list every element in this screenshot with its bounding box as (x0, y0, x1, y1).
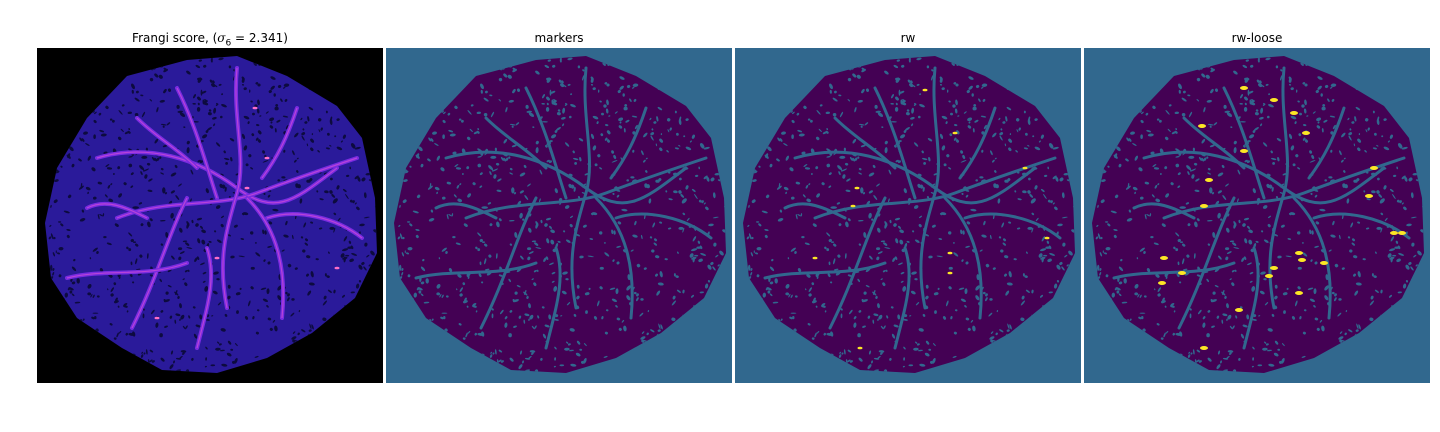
highlight-spot (947, 271, 953, 275)
tissue-region (743, 56, 1075, 373)
highlight-spot (1022, 166, 1028, 170)
vessel-path (1182, 116, 1246, 170)
highlight-spot (154, 316, 160, 320)
vessel-ridge (131, 197, 188, 329)
vessel-ridge (116, 157, 358, 219)
tissue-region (394, 56, 726, 373)
highlight-spot (1240, 149, 1248, 153)
highlight-spot (952, 131, 958, 135)
highlight-spot (1240, 86, 1248, 90)
highlight-spot (922, 88, 928, 92)
vessel-path (783, 202, 847, 220)
vessel-path (544, 246, 562, 350)
vessel-path (524, 86, 568, 200)
vessel-path (464, 156, 708, 220)
vessel-ridge (176, 87, 218, 199)
vessel-path (484, 116, 548, 170)
vessel-path (414, 261, 538, 280)
highlight-spot (1178, 271, 1186, 275)
rw-loose-panel-title: rw-loose (1231, 31, 1283, 45)
highlight-spot (1398, 231, 1406, 235)
vessel-ridge (266, 213, 363, 239)
vessel-path (833, 116, 897, 170)
vessel-path (958, 106, 997, 180)
rw-loose-svg (1084, 48, 1430, 383)
frangi-score-svg (37, 48, 383, 383)
highlight-spot (1290, 111, 1298, 115)
markers-panel-title: markers (534, 31, 584, 45)
vessel-path (609, 106, 648, 180)
vessel-path (828, 196, 887, 330)
frangi-score-image (37, 48, 383, 383)
vessel-path (570, 66, 592, 310)
vessel-path (1112, 261, 1236, 280)
markers-svg (386, 48, 732, 383)
vessel-ridge (261, 107, 298, 179)
highlight-spot (1200, 204, 1208, 208)
tissue-texture (45, 56, 377, 373)
vessel-ridge (86, 203, 148, 219)
highlight-spot (1295, 251, 1303, 255)
markers-image (386, 48, 732, 383)
highlight-spot (1365, 194, 1373, 198)
highlight-spot (850, 204, 856, 208)
vessel-path (893, 246, 911, 350)
vessel-path (943, 196, 983, 320)
vessel-path (479, 196, 538, 330)
vessel-ridge (66, 262, 188, 279)
highlight-spot (214, 256, 220, 260)
highlight-spot (1302, 131, 1310, 135)
highlight-spot (854, 186, 860, 190)
vessel-path (434, 202, 498, 220)
highlight-spot (264, 156, 270, 160)
vessel-path (1292, 196, 1332, 320)
vessel-path (763, 261, 887, 280)
vessel-path (1132, 202, 1196, 220)
vessel-path (919, 66, 941, 310)
highlight-spot (334, 266, 340, 270)
rw-loose-image (1084, 48, 1430, 383)
highlight-spot (1298, 258, 1306, 262)
highlight-spot (1200, 346, 1208, 350)
highlight-spot (1320, 261, 1328, 265)
highlight-spot (1370, 166, 1378, 170)
vessel-path (614, 212, 713, 240)
vessel-path (873, 86, 917, 200)
tissue-region (45, 56, 377, 373)
highlight-spot (1205, 178, 1213, 182)
vessel-path (594, 196, 634, 320)
highlight-spot (1158, 281, 1166, 285)
vessel-ridge (246, 197, 284, 319)
vessel-path (1268, 66, 1290, 310)
vessel-path (1307, 106, 1346, 180)
highlight-spot (1295, 291, 1303, 295)
vessel-path (1177, 196, 1236, 330)
vessel-path (963, 212, 1062, 240)
vessel-ridge (196, 247, 212, 349)
highlight-spot (252, 106, 258, 110)
highlight-spot (857, 346, 863, 350)
vessel-ridge (136, 117, 198, 169)
vessel-path (1222, 86, 1266, 200)
highlight-spot (1044, 236, 1050, 240)
highlight-spot (812, 256, 818, 260)
tissue-region (1092, 56, 1424, 373)
highlight-spot (1265, 274, 1273, 278)
frangi-panel-title: Frangi score, (σ6 = 2.341) (132, 31, 288, 49)
highlight-spot (1270, 266, 1278, 270)
highlight-spot (1390, 231, 1398, 235)
highlight-spot (1235, 308, 1243, 312)
highlight-spot (1160, 256, 1168, 260)
rw-panel-title: rw (900, 31, 916, 45)
highlight-spot (244, 186, 250, 190)
rw-image (735, 48, 1081, 383)
highlight-spot (1198, 124, 1206, 128)
vessel-path (1242, 246, 1260, 350)
highlight-spot (1270, 98, 1278, 102)
rw-svg (735, 48, 1081, 383)
highlight-spot (947, 251, 953, 255)
vessel-ridge (222, 67, 242, 309)
